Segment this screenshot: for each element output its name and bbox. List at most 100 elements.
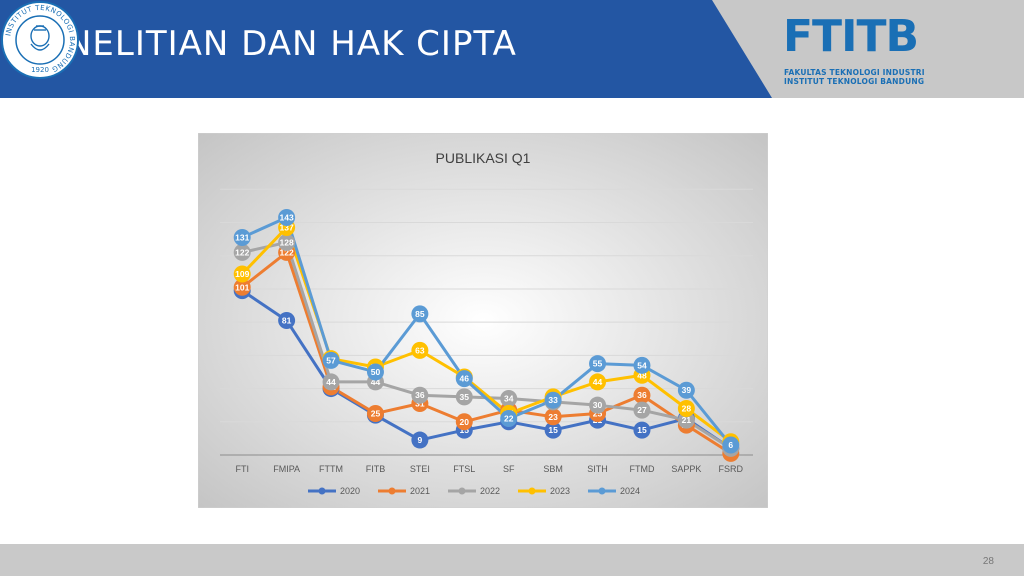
data-point: 143 xyxy=(278,209,296,227)
data-point: 33 xyxy=(544,391,562,409)
data-label: 54 xyxy=(637,360,647,370)
data-point: 25 xyxy=(366,404,384,422)
legend-label: 2020 xyxy=(340,486,360,496)
publikasi-chart: PUBLIKASI Q1 FTI FMIPA FTTM FITB STEI FTSL SF S… xyxy=(197,132,769,509)
page-title: PENELITIAN DAN HAK CIPTA xyxy=(22,24,517,64)
data-label: 122 xyxy=(235,247,249,257)
legend-label: 2021 xyxy=(410,486,430,496)
data-point-marker xyxy=(233,243,251,261)
data-point-marker xyxy=(278,311,296,329)
data-point: 128 xyxy=(278,233,296,251)
data-point: 28 xyxy=(677,400,695,418)
data-point: 39 xyxy=(677,381,695,399)
data-label: 15 xyxy=(637,425,647,435)
data-point: 85 xyxy=(411,305,429,323)
data-label: 50 xyxy=(371,367,381,377)
data-label: 48 xyxy=(637,370,647,380)
data-label: 131 xyxy=(235,232,249,242)
x-tick-label: FTI xyxy=(235,464,249,474)
header-shapes xyxy=(0,0,1024,98)
data-label: 34 xyxy=(504,394,514,404)
page-number: 28 xyxy=(982,556,994,567)
data-point: 15 xyxy=(633,421,651,439)
data-point-marker xyxy=(633,421,651,439)
data-point-marker xyxy=(633,356,651,374)
x-tick-label: FTTM xyxy=(319,464,343,474)
data-point: 81 xyxy=(278,311,296,329)
data-label: 22 xyxy=(504,413,514,423)
x-tick-label: SITH xyxy=(587,464,608,474)
legend-item: 2022 xyxy=(448,486,500,496)
data-label: 85 xyxy=(415,309,425,319)
data-point: 44 xyxy=(322,373,340,391)
data-point: 55 xyxy=(589,355,607,373)
legend-item: 2020 xyxy=(308,486,360,496)
legend-marker xyxy=(388,487,396,495)
itb-seal-icon: INSTITUT TEKNOLOGI BANDUNG 1920 xyxy=(1,1,79,79)
data-label: 21 xyxy=(682,415,692,425)
data-point: 6 xyxy=(722,436,740,454)
data-point-marker xyxy=(278,209,296,227)
data-point-marker xyxy=(411,431,429,449)
x-tick-label: SBM xyxy=(543,464,563,474)
data-label: 23 xyxy=(548,412,558,422)
header-band: PENELITIAN DAN HAK CIPTA FTITB FAKULTAS … xyxy=(0,0,1024,98)
data-point-marker xyxy=(589,355,607,373)
data-label: 81 xyxy=(282,315,292,325)
data-point: 54 xyxy=(633,356,651,374)
data-point-marker xyxy=(233,228,251,246)
data-point-marker xyxy=(455,388,473,406)
data-point-marker xyxy=(677,400,695,418)
x-tick-label: FMIPA xyxy=(273,464,300,474)
data-point: 22 xyxy=(500,409,518,427)
data-label: 15 xyxy=(548,425,558,435)
data-point: 20 xyxy=(455,413,473,431)
data-point-marker xyxy=(366,363,384,381)
data-point-marker xyxy=(322,351,340,369)
data-point: 122 xyxy=(233,243,251,261)
data-label: 44 xyxy=(326,377,336,387)
data-point-marker xyxy=(278,233,296,251)
data-point-marker xyxy=(322,373,340,391)
seal-year: 1920 xyxy=(31,66,49,74)
x-tick-label: FTMD xyxy=(629,464,654,474)
data-point-marker xyxy=(677,381,695,399)
chart-title: PUBLIKASI Q1 xyxy=(436,150,531,166)
data-point: 36 xyxy=(411,386,429,404)
data-label: 36 xyxy=(415,390,425,400)
data-point-marker xyxy=(589,373,607,391)
legend-item: 2023 xyxy=(518,486,570,496)
chart-svg: PUBLIKASI Q1 FTI FMIPA FTTM FITB STEI FTSL SF S… xyxy=(197,132,769,509)
data-point: 27 xyxy=(633,401,651,419)
data-point-marker xyxy=(500,390,518,408)
ftitb-logo-mark: FTITB xyxy=(783,11,919,62)
data-point: 109 xyxy=(233,265,251,283)
data-label: 44 xyxy=(371,377,381,387)
data-point-marker xyxy=(455,370,473,388)
legend-item: 2021 xyxy=(378,486,430,496)
data-point-marker xyxy=(633,401,651,419)
data-label: 109 xyxy=(235,269,249,279)
legend-label: 2024 xyxy=(620,486,640,496)
data-label: 63 xyxy=(415,345,425,355)
legend-label: 2022 xyxy=(480,486,500,496)
data-point: 63 xyxy=(411,341,429,359)
data-point: 9 xyxy=(411,431,429,449)
data-point: 131 xyxy=(233,228,251,246)
data-label: 128 xyxy=(280,237,294,247)
data-point-marker xyxy=(544,421,562,439)
data-point: 35 xyxy=(455,388,473,406)
legend-item: 2024 xyxy=(588,486,640,496)
data-label: 30 xyxy=(593,400,603,410)
data-point-marker xyxy=(233,265,251,283)
data-label: 25 xyxy=(371,408,381,418)
data-label: 39 xyxy=(682,385,692,395)
legend-marker xyxy=(528,487,536,495)
data-point: 30 xyxy=(589,396,607,414)
data-point-marker xyxy=(544,408,562,426)
logo-line-1: FAKULTAS TEKNOLOGI INDUSTRI xyxy=(784,68,925,77)
data-label: 33 xyxy=(548,395,558,405)
data-point: 34 xyxy=(500,390,518,408)
x-tick-label: FSRD xyxy=(719,464,744,474)
data-point-marker xyxy=(411,386,429,404)
